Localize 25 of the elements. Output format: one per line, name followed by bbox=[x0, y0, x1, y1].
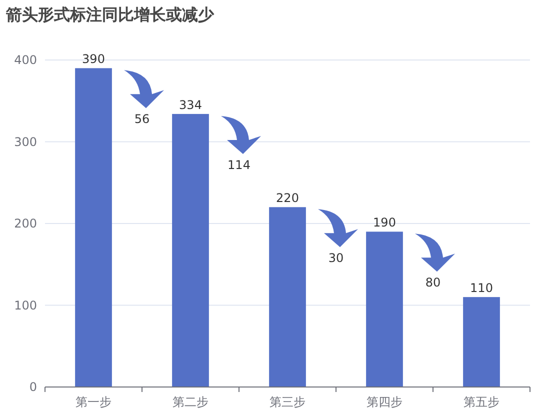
y-tick-label: 200 bbox=[14, 216, 37, 230]
x-tick-label: 第一步 bbox=[76, 395, 112, 409]
y-tick-label: 400 bbox=[14, 53, 37, 67]
x-tick-label: 第二步 bbox=[172, 395, 208, 409]
annotation: 56 bbox=[134, 112, 150, 126]
annotation: 80 bbox=[425, 276, 441, 290]
annotation: 30 bbox=[328, 251, 344, 266]
y-tick-label: 0 bbox=[29, 380, 37, 394]
y-tick-label: 300 bbox=[14, 134, 37, 149]
x-tick-label: 第四步 bbox=[366, 395, 402, 409]
data-label: 334 bbox=[179, 98, 202, 112]
data-label: 190 bbox=[373, 216, 396, 230]
x-tick-label: 第五步 bbox=[464, 395, 500, 409]
chart-title: 箭头形式标注同比增长或减少 bbox=[5, 5, 215, 24]
bar bbox=[172, 114, 209, 387]
bar bbox=[75, 68, 112, 387]
y-tick-label: 100 bbox=[14, 298, 37, 312]
x-tick-label: 第三步 bbox=[270, 395, 306, 409]
data-label: 390 bbox=[82, 52, 105, 66]
data-label: 110 bbox=[470, 281, 493, 296]
bar bbox=[269, 207, 306, 387]
bar bbox=[463, 297, 500, 387]
annotation: 114 bbox=[228, 158, 250, 172]
bar bbox=[366, 232, 403, 387]
data-label: 220 bbox=[276, 191, 299, 206]
